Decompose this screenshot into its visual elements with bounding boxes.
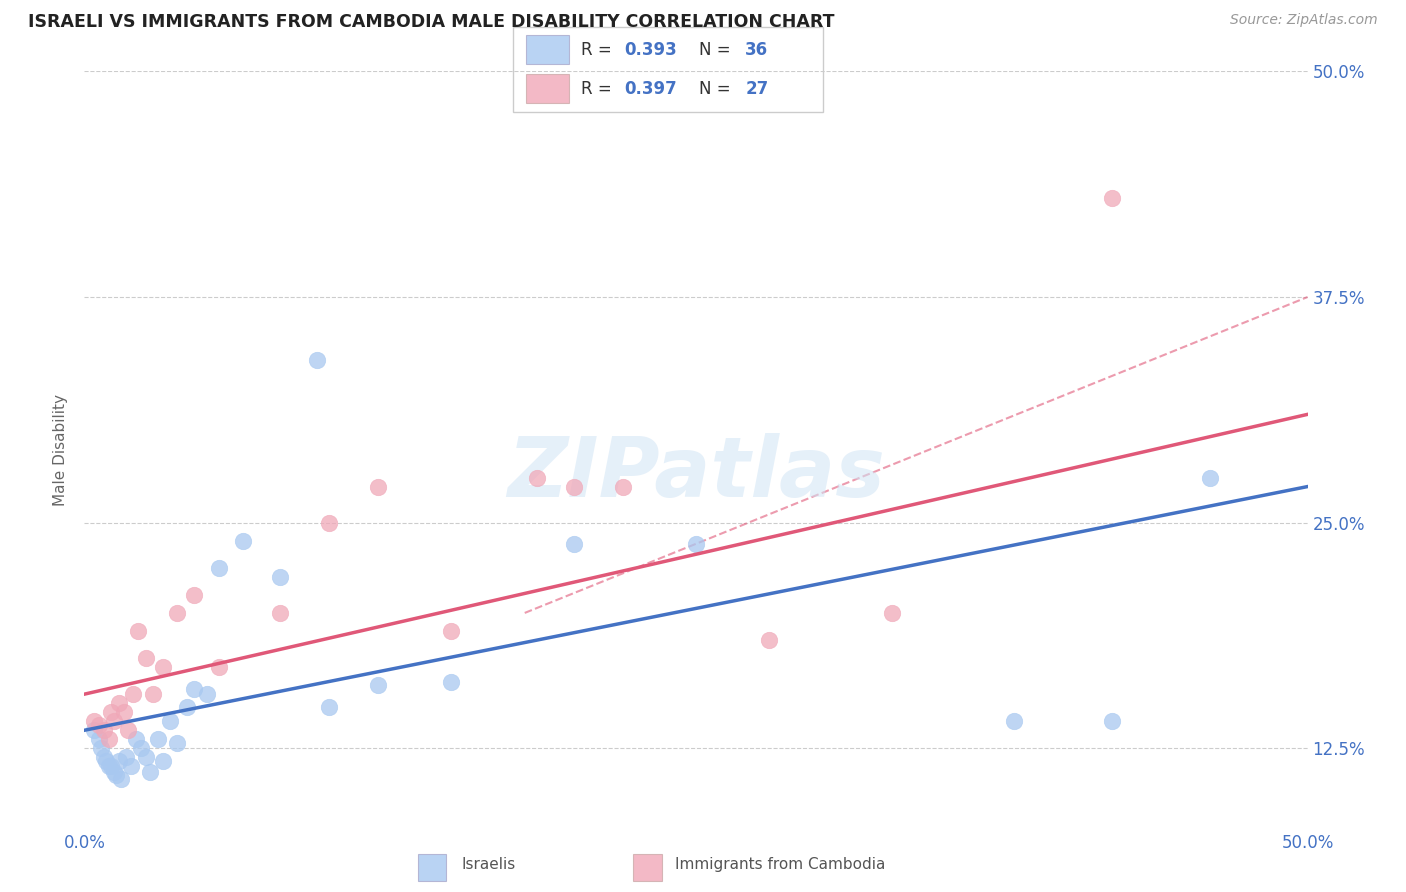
Point xyxy=(880,606,903,620)
Point xyxy=(117,723,139,738)
Point xyxy=(103,714,125,729)
Text: N =: N = xyxy=(699,79,735,97)
Text: Immigrants from Cambodia: Immigrants from Cambodia xyxy=(675,857,886,872)
Point xyxy=(146,732,169,747)
Point xyxy=(135,750,157,764)
Text: 27: 27 xyxy=(745,79,769,97)
Text: 0.393: 0.393 xyxy=(624,41,678,59)
Text: Israelis: Israelis xyxy=(461,857,516,872)
Point xyxy=(112,705,135,719)
Point xyxy=(83,714,105,729)
Point xyxy=(208,561,231,575)
Bar xyxy=(526,36,569,64)
Point xyxy=(107,754,129,768)
Point xyxy=(90,741,112,756)
Point xyxy=(305,353,328,368)
Point xyxy=(1101,191,1123,205)
Point xyxy=(135,651,157,665)
Point xyxy=(1198,470,1220,484)
Point xyxy=(125,732,148,747)
Point xyxy=(440,674,463,689)
Point xyxy=(1101,714,1123,729)
Point xyxy=(139,764,162,779)
Point xyxy=(318,516,340,530)
Point xyxy=(562,537,585,551)
Point xyxy=(87,718,110,732)
Text: N =: N = xyxy=(699,41,735,59)
Point xyxy=(166,606,188,620)
Point xyxy=(612,479,634,493)
Point xyxy=(440,624,463,638)
Point xyxy=(129,741,152,756)
Point xyxy=(269,570,291,584)
Text: Source: ZipAtlas.com: Source: ZipAtlas.com xyxy=(1230,13,1378,28)
Point xyxy=(685,537,707,551)
Point xyxy=(93,750,115,764)
Point xyxy=(142,687,165,701)
Point xyxy=(758,633,780,648)
Point xyxy=(208,660,231,674)
Point xyxy=(367,479,389,493)
Point xyxy=(159,714,181,729)
Point xyxy=(526,470,548,484)
Y-axis label: Male Disability: Male Disability xyxy=(53,394,69,507)
Point xyxy=(122,687,145,701)
Text: R =: R = xyxy=(581,79,617,97)
Text: ISRAELI VS IMMIGRANTS FROM CAMBODIA MALE DISABILITY CORRELATION CHART: ISRAELI VS IMMIGRANTS FROM CAMBODIA MALE… xyxy=(28,13,835,31)
Point xyxy=(105,768,128,782)
Text: ZIPatlas: ZIPatlas xyxy=(508,433,884,514)
Point xyxy=(318,699,340,714)
Point xyxy=(1002,714,1025,729)
Point xyxy=(183,681,205,696)
Point xyxy=(127,624,149,638)
Point xyxy=(176,699,198,714)
Point xyxy=(152,660,174,674)
Point xyxy=(562,479,585,493)
Point xyxy=(93,723,115,738)
Bar xyxy=(526,74,569,103)
Point xyxy=(120,759,142,773)
Point xyxy=(110,772,132,786)
Point xyxy=(269,606,291,620)
Point xyxy=(232,533,254,548)
Bar xyxy=(633,855,662,881)
Point xyxy=(115,750,138,764)
Point xyxy=(100,705,122,719)
Point xyxy=(87,732,110,747)
Point xyxy=(183,588,205,602)
Point xyxy=(97,732,120,747)
Point xyxy=(107,696,129,710)
Text: 0.397: 0.397 xyxy=(624,79,678,97)
Text: R =: R = xyxy=(581,41,617,59)
Point xyxy=(152,754,174,768)
Point xyxy=(103,764,125,779)
Point xyxy=(100,759,122,773)
Point xyxy=(166,736,188,750)
Point xyxy=(83,723,105,738)
Text: 36: 36 xyxy=(745,41,768,59)
Point xyxy=(367,678,389,692)
Point xyxy=(195,687,218,701)
Bar xyxy=(419,855,447,881)
Point xyxy=(97,759,120,773)
Point xyxy=(96,754,118,768)
